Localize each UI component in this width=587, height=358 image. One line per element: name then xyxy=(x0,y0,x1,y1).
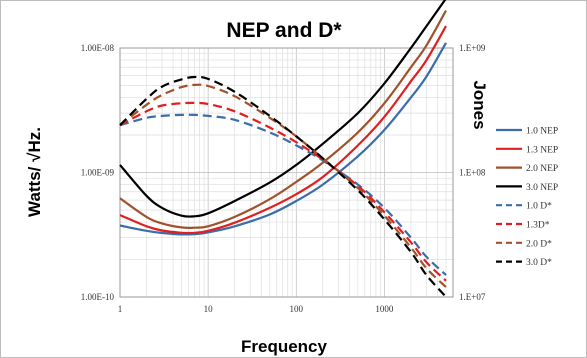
x-tick-label: 10 xyxy=(204,304,214,314)
x-tick-label: 1000 xyxy=(375,304,394,314)
chart-title: NEP and D* xyxy=(226,19,342,42)
y2-tick-label: 1.E+09 xyxy=(459,43,486,53)
series-line-1-0-nep xyxy=(119,42,447,236)
legend: 1.0 NEP 1.3 NEP 2.0 NEP 3.0 NEP 1.0 D* 1.3D* 2… xyxy=(496,127,558,268)
series-line-1-3dstar xyxy=(119,101,447,282)
y2-axis-title: Jones xyxy=(470,80,489,129)
x-tick-label: 100 xyxy=(290,304,304,314)
legend-label: 1.0 D* xyxy=(526,202,552,212)
series-line-3-0-nep xyxy=(119,0,447,218)
y-tick-label: 1.00E-09 xyxy=(81,168,115,178)
x-tick-label: 1 xyxy=(118,304,123,314)
legend-label: 1.3D* xyxy=(526,221,550,231)
series-line-3-0-dstar xyxy=(119,75,447,298)
y2-tick-label: 1.E+08 xyxy=(459,168,486,178)
plot-area xyxy=(119,47,454,298)
legend-label: 3.0 NEP xyxy=(526,183,558,193)
tick-labels: 1 10 100 1000 1.00E-08 1.00E-09 1.00E-10 1.E+09… xyxy=(81,43,486,314)
series-line-1-0-dstar xyxy=(119,113,447,276)
y-tick-label: 1.00E-10 xyxy=(81,292,115,302)
series-line-2-0-nep xyxy=(119,9,447,230)
x-axis-title: Frequency xyxy=(241,337,328,356)
series-layer xyxy=(119,0,447,298)
series-line-2-0-dstar xyxy=(119,83,447,288)
legend-label: 3.0 D* xyxy=(526,258,552,268)
legend-label: 1.0 NEP xyxy=(526,127,558,137)
y-axis-title: Watts/ √Hz. xyxy=(25,127,44,217)
legend-label: 2.0 NEP xyxy=(526,164,558,174)
y2-tick-label: 1.E+07 xyxy=(459,292,486,302)
legend-label: 1.3 NEP xyxy=(526,145,558,155)
y-tick-label: 1.00E-08 xyxy=(81,43,115,53)
series-line-1-3-nep xyxy=(119,25,447,235)
legend-label: 2.0 D* xyxy=(526,239,552,249)
